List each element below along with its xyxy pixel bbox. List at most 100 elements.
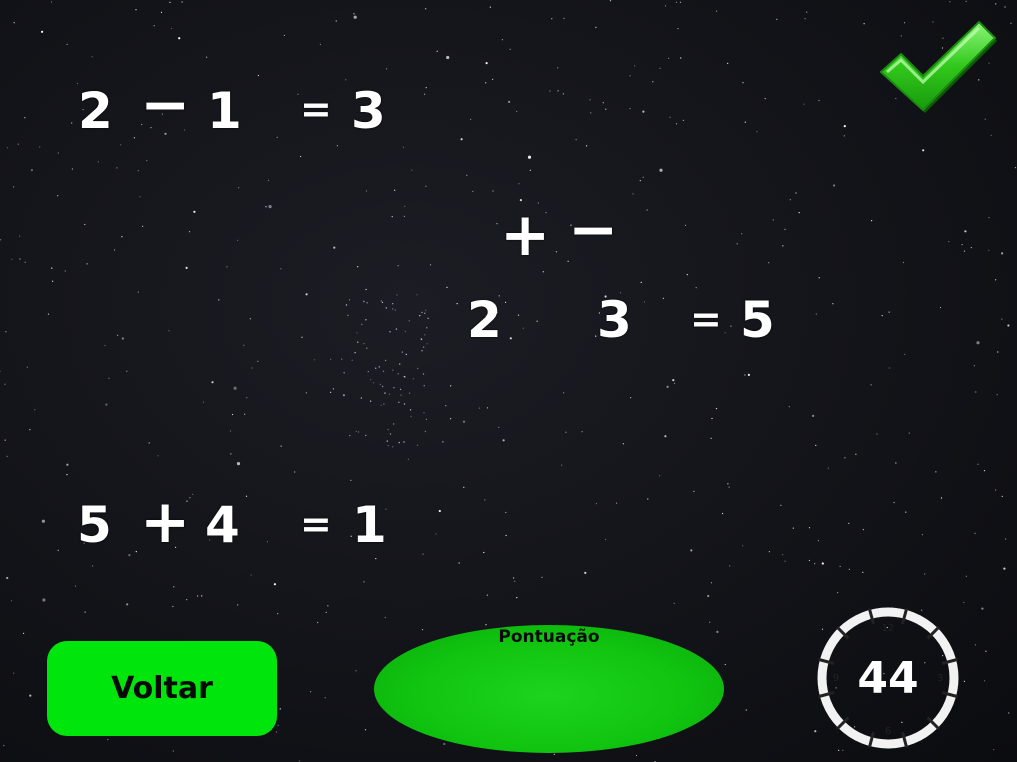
star — [84, 223, 86, 226]
star — [92, 565, 94, 567]
star — [375, 367, 377, 369]
star — [446, 286, 448, 288]
star — [375, 558, 377, 560]
star — [423, 385, 425, 387]
star — [870, 384, 872, 386]
star — [267, 179, 270, 181]
operator-minus[interactable]: − — [568, 195, 619, 265]
equation-1-operand-b[interactable]: 1 — [207, 82, 242, 140]
star — [537, 202, 539, 204]
star — [788, 406, 790, 408]
star — [422, 373, 425, 375]
star — [184, 129, 186, 131]
back-button[interactable]: Voltar — [47, 641, 277, 736]
star — [345, 79, 347, 81]
star — [519, 199, 523, 202]
star — [693, 490, 695, 492]
equation-2-operand-a[interactable]: 2 — [467, 291, 502, 349]
star — [6, 147, 8, 149]
operator-plus[interactable]: + — [500, 200, 551, 270]
star — [381, 301, 384, 304]
star — [108, 377, 110, 379]
star — [161, 113, 163, 115]
star — [646, 209, 648, 211]
star — [325, 611, 327, 614]
star — [990, 134, 992, 136]
star — [172, 750, 174, 752]
star — [616, 502, 618, 504]
star — [172, 605, 174, 608]
star — [842, 749, 844, 751]
star — [629, 75, 631, 77]
star — [803, 103, 805, 105]
star — [672, 379, 675, 382]
equation-2-operand-b[interactable]: 3 — [597, 291, 632, 349]
star — [664, 5, 667, 7]
star — [988, 62, 990, 64]
star — [659, 475, 661, 477]
star — [370, 379, 372, 381]
star — [57, 152, 59, 154]
equation-1-operand-a[interactable]: 2 — [78, 82, 113, 140]
star — [640, 281, 642, 283]
star — [363, 300, 365, 303]
star — [363, 342, 365, 345]
star — [963, 601, 965, 604]
star — [404, 330, 407, 333]
star — [3, 745, 5, 747]
star — [727, 62, 729, 64]
star — [345, 304, 348, 306]
star — [492, 78, 494, 80]
star — [343, 372, 345, 374]
star — [305, 392, 307, 394]
star — [236, 462, 241, 466]
star — [209, 539, 211, 541]
star — [420, 338, 423, 341]
star — [883, 673, 885, 675]
equation-3-operand-b[interactable]: 4 — [205, 496, 240, 554]
star — [470, 118, 472, 120]
star — [848, 568, 851, 570]
star — [768, 551, 771, 553]
star — [114, 249, 116, 251]
equation-3-operand-a[interactable]: 5 — [77, 496, 112, 554]
star — [410, 409, 412, 411]
star — [478, 407, 480, 409]
star — [843, 125, 846, 128]
star — [977, 463, 979, 465]
star — [273, 583, 276, 586]
star — [268, 205, 272, 209]
star — [609, 0, 612, 2]
star — [349, 434, 351, 437]
star — [764, 98, 766, 100]
dial-label-6: 6 — [885, 726, 891, 737]
star — [319, 43, 321, 46]
star — [505, 534, 507, 537]
star — [76, 82, 79, 85]
star — [116, 167, 118, 169]
check-button[interactable] — [875, 14, 1000, 119]
star — [382, 370, 385, 372]
star — [549, 90, 551, 92]
star — [784, 560, 786, 562]
star — [71, 168, 73, 170]
star — [280, 445, 282, 447]
star — [1001, 495, 1003, 497]
star — [675, 1, 678, 3]
equation-1-result: 3 — [351, 82, 386, 140]
star — [838, 749, 840, 751]
star — [416, 294, 418, 296]
star — [690, 549, 693, 552]
equation-2-operator-slot[interactable] — [535, 285, 575, 335]
star — [330, 358, 332, 360]
star — [679, 1, 682, 3]
star — [327, 605, 329, 607]
star — [806, 11, 808, 13]
dial-label-12: 12 — [882, 623, 895, 634]
star — [384, 359, 387, 362]
star — [782, 554, 784, 556]
star — [436, 50, 438, 52]
star — [581, 431, 583, 433]
star — [251, 367, 253, 369]
star — [589, 99, 591, 101]
